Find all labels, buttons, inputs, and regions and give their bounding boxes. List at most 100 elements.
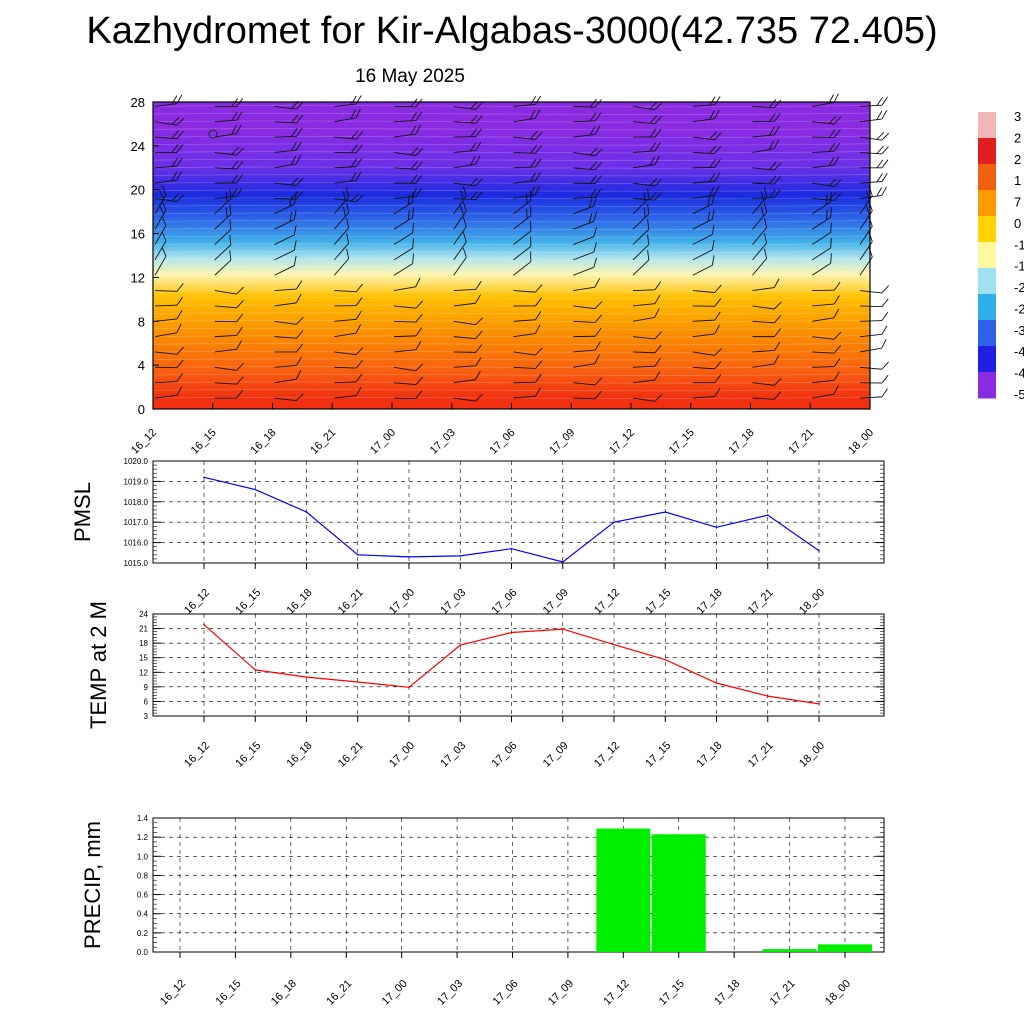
barb-flag bbox=[475, 370, 481, 380]
wind-barb bbox=[334, 310, 362, 322]
barb-shaft bbox=[513, 117, 536, 123]
barb-shaft bbox=[692, 366, 715, 370]
barb-flag bbox=[654, 394, 663, 402]
wind-barb bbox=[214, 300, 244, 309]
barb-shaft bbox=[214, 229, 232, 245]
wind-barb bbox=[573, 341, 601, 353]
barb-shaft bbox=[692, 264, 713, 276]
colorbar-label: -2 bbox=[1014, 280, 1024, 295]
wind-barb bbox=[214, 204, 232, 230]
wind-barb bbox=[752, 233, 768, 261]
y-tick-label: 0 bbox=[138, 402, 145, 417]
barb-flag bbox=[161, 246, 167, 257]
barb-flag bbox=[415, 112, 422, 121]
data-point bbox=[203, 623, 205, 626]
barb-shaft bbox=[632, 259, 650, 276]
barb-flag bbox=[535, 158, 542, 168]
wind-barb bbox=[812, 385, 839, 399]
wind-barb bbox=[214, 340, 242, 353]
barb-flag bbox=[410, 174, 418, 184]
barb-flag bbox=[714, 311, 721, 321]
contour-line bbox=[152, 135, 871, 138]
barb-flag bbox=[594, 341, 601, 351]
barb-shaft bbox=[752, 148, 775, 153]
barb-flag bbox=[415, 300, 424, 309]
barb-flag bbox=[236, 111, 243, 121]
barb-flag bbox=[763, 248, 768, 259]
barb-flag bbox=[171, 171, 178, 181]
wind-barb bbox=[453, 344, 483, 353]
barb-flag bbox=[881, 172, 888, 182]
barb-flag bbox=[236, 286, 244, 295]
barb-flag bbox=[236, 124, 242, 134]
wind-barb bbox=[393, 300, 424, 309]
wind-barb bbox=[573, 377, 603, 386]
precip-bar bbox=[596, 828, 651, 952]
wind-barb bbox=[274, 240, 297, 261]
barb-flag bbox=[534, 172, 541, 182]
wind-barb bbox=[154, 323, 182, 338]
y-axis-label: PMSL bbox=[70, 482, 95, 542]
wind-barb bbox=[632, 371, 661, 384]
x-tick-label: 16_18 bbox=[285, 587, 315, 617]
wind-barb bbox=[214, 250, 232, 276]
barb-flag bbox=[594, 301, 603, 309]
barb-shaft bbox=[453, 241, 467, 261]
barb-flag bbox=[589, 147, 598, 156]
barb-flag bbox=[176, 346, 185, 355]
barb-flag bbox=[654, 371, 661, 381]
contour-line bbox=[152, 350, 871, 353]
barb-shaft bbox=[453, 121, 476, 124]
barb-flag bbox=[355, 158, 363, 167]
barb-flag bbox=[828, 142, 836, 152]
wind-barb bbox=[632, 115, 662, 125]
x-tick-label: 17_15 bbox=[643, 740, 673, 770]
barb-shaft bbox=[859, 396, 882, 399]
barb-shaft bbox=[859, 333, 882, 338]
colorbar-segment bbox=[978, 190, 996, 217]
colorbar-label: -2 bbox=[1014, 301, 1024, 316]
x-tick-label: 17_18 bbox=[695, 587, 725, 617]
wind-barb bbox=[812, 129, 841, 138]
barb-shaft bbox=[573, 349, 596, 353]
x-tick-label: 17_06 bbox=[490, 740, 520, 770]
barb-shaft bbox=[632, 198, 650, 215]
barb-flag bbox=[355, 386, 362, 396]
barb-shaft bbox=[274, 288, 297, 292]
y-tick-label: 1.4 bbox=[137, 814, 149, 823]
barb-shaft bbox=[573, 133, 596, 138]
barb-flag bbox=[415, 148, 424, 156]
barb-shaft bbox=[334, 166, 357, 169]
barb-flag bbox=[773, 125, 780, 136]
barb-shaft bbox=[333, 227, 350, 245]
barb-shaft bbox=[632, 182, 655, 187]
wind-barb bbox=[393, 277, 421, 292]
pmsl-frame bbox=[152, 460, 885, 564]
barb-shaft bbox=[573, 236, 594, 245]
x-tick-label: 17_21 bbox=[746, 740, 776, 770]
wind-barb bbox=[812, 115, 842, 125]
x-tick-label: 18_00 bbox=[797, 740, 827, 770]
barb-shaft bbox=[214, 348, 237, 353]
wind-barb bbox=[393, 112, 422, 123]
wind-barb bbox=[752, 187, 768, 215]
wind-barb bbox=[752, 112, 781, 123]
barb-flag bbox=[410, 161, 418, 170]
barb-shaft bbox=[812, 351, 835, 354]
colorbar-segment bbox=[978, 320, 996, 347]
wind-barb bbox=[859, 186, 888, 199]
barb-flag bbox=[293, 224, 297, 235]
wind-barb bbox=[692, 96, 721, 107]
barb-shaft bbox=[573, 251, 594, 261]
barb-flag bbox=[774, 391, 782, 400]
barb-flag bbox=[470, 191, 478, 200]
barb-shaft bbox=[274, 302, 297, 307]
barb-flag bbox=[412, 222, 414, 233]
barb-flag bbox=[535, 360, 543, 369]
x-tick-label: 17_18 bbox=[712, 978, 742, 1008]
barb-shaft bbox=[513, 166, 536, 169]
barb-flag bbox=[462, 232, 467, 243]
barb-shaft bbox=[752, 287, 775, 292]
barb-shaft bbox=[859, 181, 882, 184]
wind-barb bbox=[393, 327, 423, 338]
